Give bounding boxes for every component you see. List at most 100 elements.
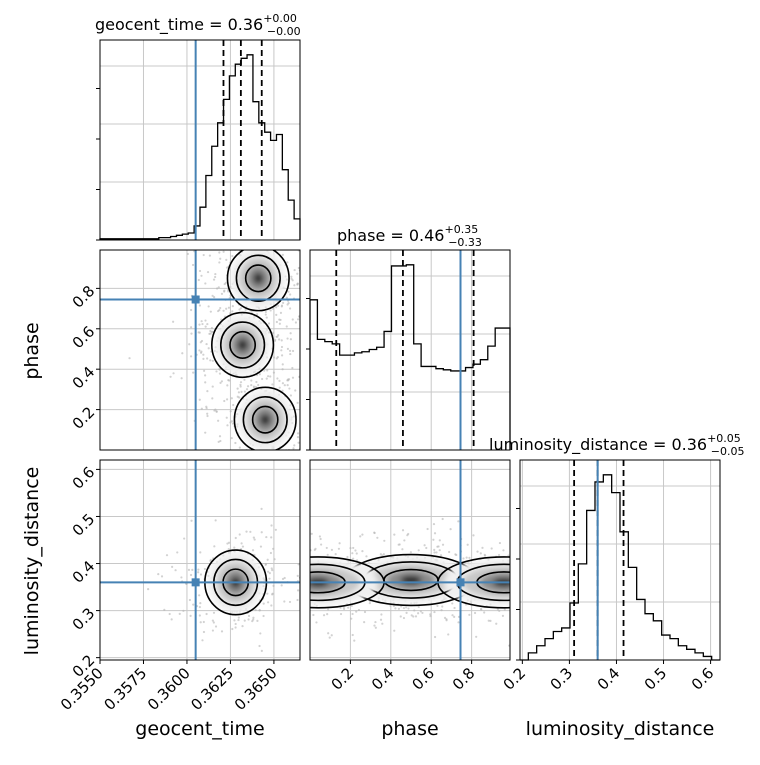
scatter-point (261, 490, 263, 492)
scatter-point (285, 325, 288, 328)
scatter-point (554, 563, 556, 565)
scatter-point (305, 425, 307, 427)
scatter-point (419, 610, 422, 613)
scatter-point (267, 322, 271, 325)
scatter-point (553, 617, 555, 619)
scatter-point (206, 270, 210, 274)
scatter-point (234, 622, 237, 626)
scatter-point (306, 248, 308, 250)
ylabel-luminosity-distance: luminosity_distance (21, 467, 43, 656)
scatter-point (301, 456, 303, 458)
xtick-label-luminosity_distance: 0.6 (688, 664, 718, 694)
scatter-point (258, 644, 261, 648)
scatter-point (208, 218, 210, 220)
scatter-point (455, 553, 458, 557)
scatter-point (297, 318, 300, 321)
density-blob (237, 388, 294, 450)
scatter-point (342, 387, 344, 389)
scatter-point (290, 587, 292, 589)
scatter-point (326, 280, 328, 282)
scatter-point (539, 581, 541, 583)
scatter-point (353, 639, 356, 642)
scatter-point (290, 572, 292, 574)
scatter-point (266, 601, 270, 604)
scatter-point (433, 532, 437, 535)
scatter-point (229, 410, 232, 413)
scatter-point (251, 457, 253, 459)
scatter-point (243, 169, 245, 171)
scatter-point (139, 541, 141, 543)
scatter-point (590, 603, 592, 605)
scatter-point (219, 381, 222, 384)
scatter-point (205, 407, 208, 410)
scatter-point (218, 435, 222, 438)
ytick-label-luminosity_distance: 0.4 (69, 557, 99, 587)
scatter-point (535, 581, 537, 583)
scatter-point (275, 306, 278, 309)
scatter-point (278, 386, 281, 389)
scatter-point (265, 377, 268, 380)
scatter-point (270, 604, 273, 607)
scatter-point (275, 579, 277, 581)
density-blob (214, 314, 271, 376)
scatter-point (266, 558, 269, 561)
scatter-point (433, 548, 436, 552)
scatter-point (268, 229, 270, 231)
scatter-point (272, 584, 275, 587)
scatter-point (271, 475, 273, 477)
scatter-point (511, 589, 513, 591)
scatter-point (198, 605, 201, 609)
scatter-point (338, 542, 341, 545)
scatter-point (198, 269, 202, 273)
scatter-point (263, 578, 266, 582)
scatter-point (297, 563, 300, 566)
scatter-point (352, 546, 355, 550)
density-level (237, 339, 248, 351)
scatter-point (283, 547, 285, 549)
scatter-point (259, 545, 263, 548)
scatter-point (250, 379, 253, 382)
scatter-point (245, 464, 247, 466)
scatter-point (575, 586, 577, 588)
scatter-point (287, 569, 289, 571)
scatter-point (373, 624, 376, 627)
scatter-point (234, 543, 236, 545)
scatter-point (323, 419, 325, 421)
scatter-point (204, 282, 207, 285)
scatter-point (225, 258, 228, 261)
scatter-point (393, 629, 396, 632)
scatter-point (281, 246, 283, 248)
scatter-point (199, 551, 202, 554)
scatter-point (512, 530, 514, 532)
scatter-point (417, 605, 420, 609)
scatter-point (376, 536, 379, 539)
scatter-point (346, 555, 349, 559)
scatter-point (309, 452, 311, 454)
scatter-point (301, 391, 303, 393)
scatter-point (296, 432, 300, 435)
scatter-point (534, 596, 536, 598)
scatter-point (475, 635, 478, 638)
scatter-point (548, 571, 550, 573)
scatter-point (479, 552, 482, 555)
scatter-point (205, 612, 208, 616)
scatter-point (322, 614, 326, 617)
scatter-point (295, 193, 297, 195)
scatter-point (250, 615, 252, 617)
scatter-point (279, 311, 283, 314)
scatter-point (590, 527, 592, 529)
scatter-point (489, 619, 492, 622)
scatter-point (554, 593, 556, 595)
scatter-point (281, 542, 283, 544)
truth-marker (456, 578, 465, 587)
joint-geocent_time-luminosity_distance (147, 507, 300, 652)
scatter-point (359, 535, 362, 538)
scatter-point (239, 307, 243, 310)
scatter-point (543, 556, 545, 558)
scatter-point (532, 593, 534, 595)
scatter-point (296, 574, 299, 578)
scatter-point (287, 302, 290, 305)
scatter-point (219, 306, 222, 310)
scatter-point (239, 381, 243, 384)
scatter-point (288, 349, 292, 352)
